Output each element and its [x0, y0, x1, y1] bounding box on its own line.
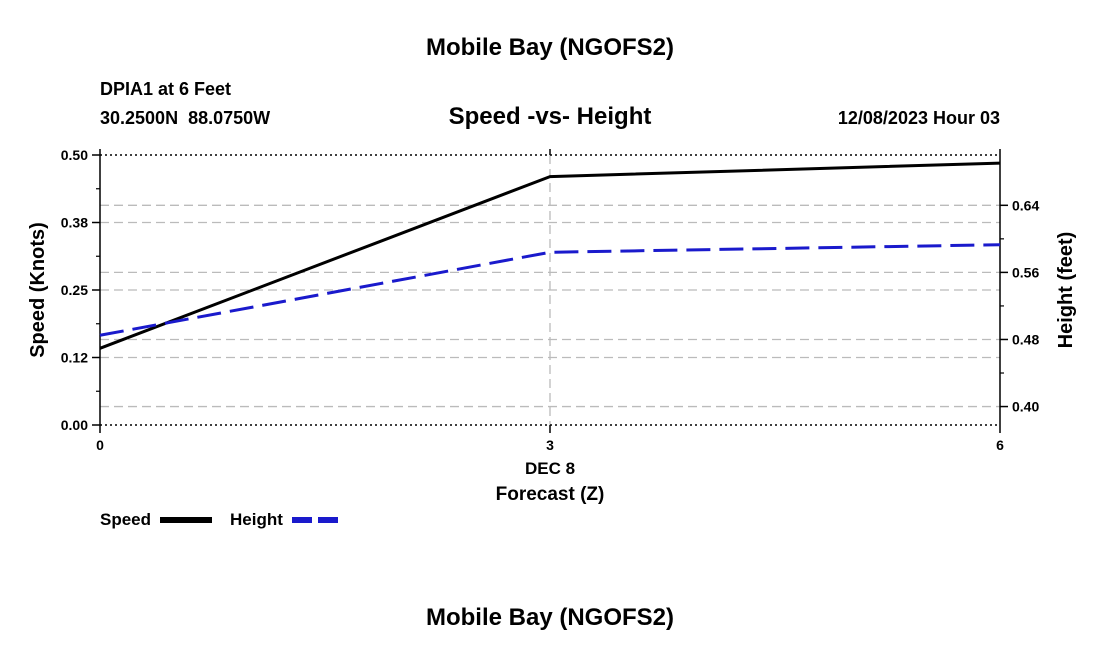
- y-left-tick-label-4: 0.50: [61, 147, 88, 163]
- series-layer: [99, 161, 1001, 350]
- footer-title: Mobile Bay (NGOFS2): [426, 604, 674, 631]
- grid-layer: [100, 155, 1000, 425]
- x-axis-date-label: DEC 8: [525, 459, 575, 478]
- x-axis-title: Forecast (Z): [496, 484, 605, 505]
- legend: Speed Height: [100, 510, 342, 529]
- series-line-height: [99, 243, 1001, 337]
- forecast-datetime: 12/08/2023 Hour 03: [838, 108, 1000, 128]
- y-left-tick-label-3: 0.38: [61, 215, 88, 231]
- x-tick-label-2: 6: [996, 437, 1004, 453]
- page-title: Mobile Bay (NGOFS2): [426, 34, 674, 61]
- ticks-layer: 0.00 0.12 0.25 0.38 0.50 0.40 0.48 0.56 0.64 0 3 6: [61, 147, 1040, 453]
- y-right-tick-label-0: 0.40: [1012, 399, 1039, 415]
- series-line-speed: [99, 161, 1001, 350]
- x-tick-label-1: 3: [546, 437, 554, 453]
- y-left-tick-label-1: 0.12: [61, 350, 88, 366]
- y-axis-left-title: Speed (Knots): [27, 222, 49, 358]
- y-right-tick-label-2: 0.56: [1012, 264, 1039, 280]
- y-left-tick-label-2: 0.25: [61, 282, 88, 298]
- y-axis-right-title: Height (feet): [1055, 232, 1077, 349]
- y-right-tick-label-3: 0.64: [1012, 197, 1039, 213]
- legend-speed-label: Speed: [100, 510, 151, 529]
- y-right-tick-label-1: 0.48: [1012, 331, 1039, 347]
- station-coordinates: 30.2500N 88.0750W: [100, 108, 270, 128]
- station-label: DPIA1 at 6 Feet: [100, 79, 231, 99]
- legend-height-label: Height: [230, 510, 283, 529]
- y-left-tick-label-0: 0.00: [61, 417, 88, 433]
- plot-title: Speed -vs- Height: [449, 103, 652, 130]
- x-tick-label-0: 0: [96, 437, 104, 453]
